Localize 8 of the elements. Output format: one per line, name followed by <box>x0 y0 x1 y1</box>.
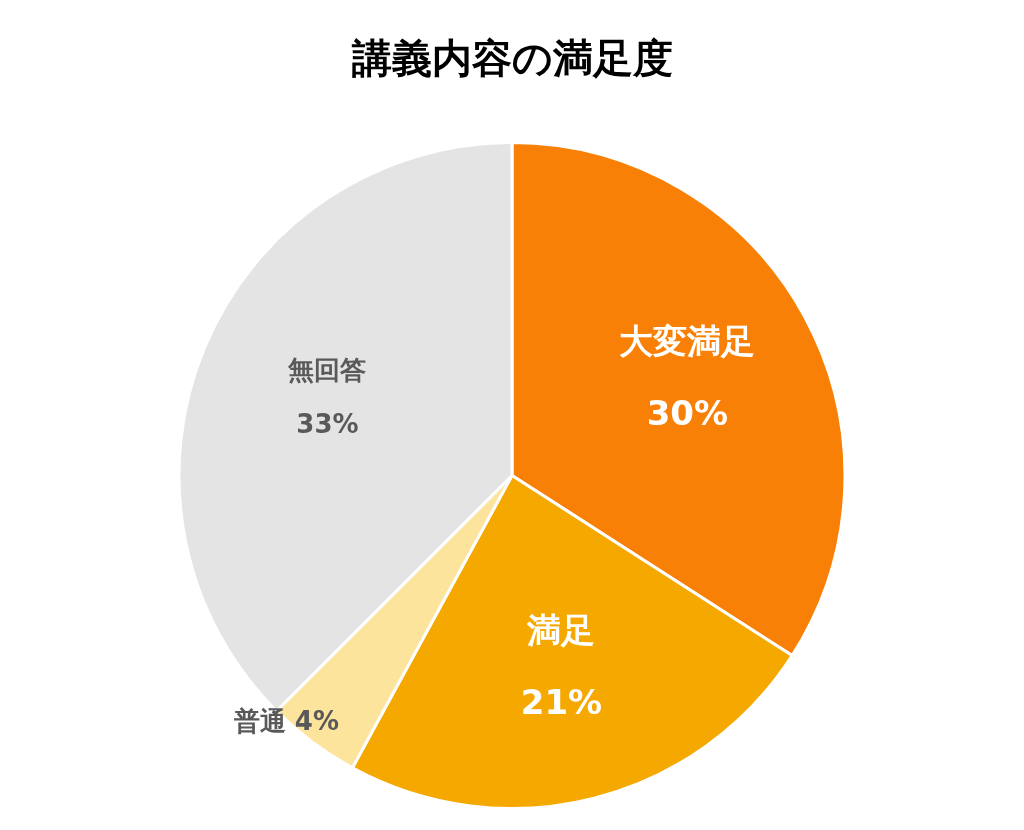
data-label: 33% <box>296 408 359 439</box>
slice-label: 大変満足 <box>619 320 756 361</box>
data-label: 21% <box>520 681 603 722</box>
slice-label: 満足 <box>526 609 596 650</box>
slice-label: 普通 4% <box>232 706 340 737</box>
slice-label: 無回答 <box>287 354 367 385</box>
chart-title: 講義内容の満足度 <box>350 35 673 82</box>
data-label: 30% <box>646 392 729 433</box>
